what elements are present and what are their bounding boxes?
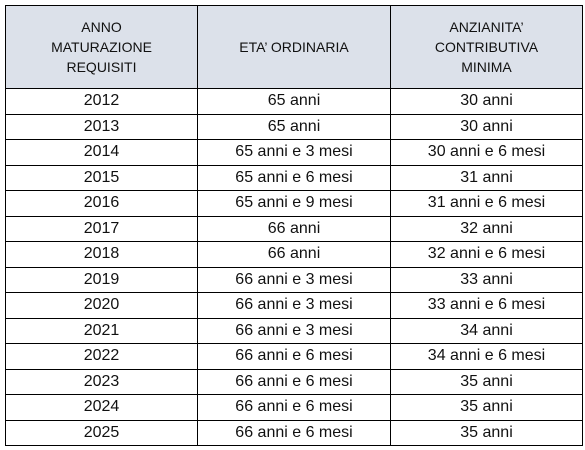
table-body: 2012 65 anni 30 anni 2013 65 anni 30 anni 2014… bbox=[5, 88, 583, 446]
header-text: ETA’ ORDINARIA bbox=[239, 39, 349, 55]
header-text: ANNO bbox=[81, 19, 122, 35]
table-cell: 2025 bbox=[5, 419, 198, 446]
table-cell: 2018 bbox=[5, 241, 198, 268]
table-cell: 32 anni e 6 mesi bbox=[390, 241, 583, 268]
table-cell: 65 anni bbox=[197, 113, 391, 140]
table-cell: 65 anni bbox=[197, 88, 391, 115]
table-cell: 2019 bbox=[5, 266, 198, 293]
table-cell: 34 anni e 6 mesi bbox=[390, 343, 583, 370]
table-cell: 35 anni bbox=[390, 419, 583, 446]
table-cell: 30 anni bbox=[390, 113, 583, 140]
table-cell: 2022 bbox=[5, 343, 198, 370]
table-row: 2021 66 anni e 3 mesi 34 anni bbox=[5, 317, 583, 344]
table-cell: 2014 bbox=[5, 139, 198, 166]
header-cell: ETA’ ORDINARIA bbox=[197, 5, 391, 89]
table-cell: 35 anni bbox=[390, 394, 583, 421]
table-cell: 30 anni bbox=[390, 88, 583, 115]
table-cell: 2017 bbox=[5, 215, 198, 242]
table-cell: 65 anni e 6 mesi bbox=[197, 164, 391, 191]
table-cell: 31 anni e 6 mesi bbox=[390, 190, 583, 217]
table-row: 2016 65 anni e 9 mesi 31 anni e 6 mesi bbox=[5, 190, 583, 217]
header-text: REQUISITI bbox=[66, 59, 137, 75]
table-row: 2025 66 anni e 6 mesi 35 anni bbox=[5, 419, 583, 446]
table-row: 2022 66 anni e 6 mesi 34 anni e 6 mesi bbox=[5, 343, 583, 370]
table-cell: 2023 bbox=[5, 368, 198, 395]
table-cell: 34 anni bbox=[390, 317, 583, 344]
table-cell: 66 anni e 6 mesi bbox=[197, 343, 391, 370]
table-cell: 2020 bbox=[5, 292, 198, 319]
table-row: 2012 65 anni 30 anni bbox=[5, 88, 583, 115]
table-cell: 2016 bbox=[5, 190, 198, 217]
header-text: MINIMA bbox=[461, 59, 512, 75]
table-cell: 66 anni e 3 mesi bbox=[197, 317, 391, 344]
table-cell: 66 anni e 3 mesi bbox=[197, 292, 391, 319]
table-cell: 2024 bbox=[5, 394, 198, 421]
table-row: 2013 65 anni 30 anni bbox=[5, 113, 583, 140]
table-row: 2017 66 anni 32 anni bbox=[5, 215, 583, 242]
table-row: 2018 66 anni 32 anni e 6 mesi bbox=[5, 241, 583, 268]
table-row: 2024 66 anni e 6 mesi 35 anni bbox=[5, 394, 583, 421]
table-cell: 33 anni bbox=[390, 266, 583, 293]
requirements-table: ANNO MATURAZIONE REQUISITI ETA’ ORDINARIA AN… bbox=[5, 5, 583, 446]
table-cell: 65 anni e 9 mesi bbox=[197, 190, 391, 217]
table-cell: 65 anni e 3 mesi bbox=[197, 139, 391, 166]
table-cell: 2015 bbox=[5, 164, 198, 191]
header-cell: ANNO MATURAZIONE REQUISITI bbox=[5, 5, 198, 89]
table-cell: 66 anni e 6 mesi bbox=[197, 419, 391, 446]
table-row: 2015 65 anni e 6 mesi 31 anni bbox=[5, 164, 583, 191]
table-cell: 33 anni e 6 mesi bbox=[390, 292, 583, 319]
table-cell: 66 anni bbox=[197, 241, 391, 268]
table-row: 2023 66 anni e 6 mesi 35 anni bbox=[5, 368, 583, 395]
header-row: ANNO MATURAZIONE REQUISITI ETA’ ORDINARIA AN… bbox=[5, 5, 583, 89]
table-cell: 66 anni e 3 mesi bbox=[197, 266, 391, 293]
table-row: 2014 65 anni e 3 mesi 30 anni e 6 mesi bbox=[5, 139, 583, 166]
header-text: ANZIANITA’ bbox=[449, 19, 524, 35]
header-cell: ANZIANITA’ CONTRIBUTIVA MINIMA bbox=[390, 5, 583, 89]
table-row: 2019 66 anni e 3 mesi 33 anni bbox=[5, 266, 583, 293]
table-cell: 66 anni e 6 mesi bbox=[197, 394, 391, 421]
table-cell: 66 anni bbox=[197, 215, 391, 242]
table-row: 2020 66 anni e 3 mesi 33 anni e 6 mesi bbox=[5, 292, 583, 319]
table-cell: 30 anni e 6 mesi bbox=[390, 139, 583, 166]
table-cell: 2012 bbox=[5, 88, 198, 115]
table-cell: 35 anni bbox=[390, 368, 583, 395]
table-cell: 31 anni bbox=[390, 164, 583, 191]
table-cell: 2021 bbox=[5, 317, 198, 344]
table-cell: 32 anni bbox=[390, 215, 583, 242]
table-cell: 66 anni e 6 mesi bbox=[197, 368, 391, 395]
header-text: MATURAZIONE bbox=[51, 39, 152, 55]
header-text: CONTRIBUTIVA bbox=[434, 39, 539, 55]
table-cell: 2013 bbox=[5, 113, 198, 140]
